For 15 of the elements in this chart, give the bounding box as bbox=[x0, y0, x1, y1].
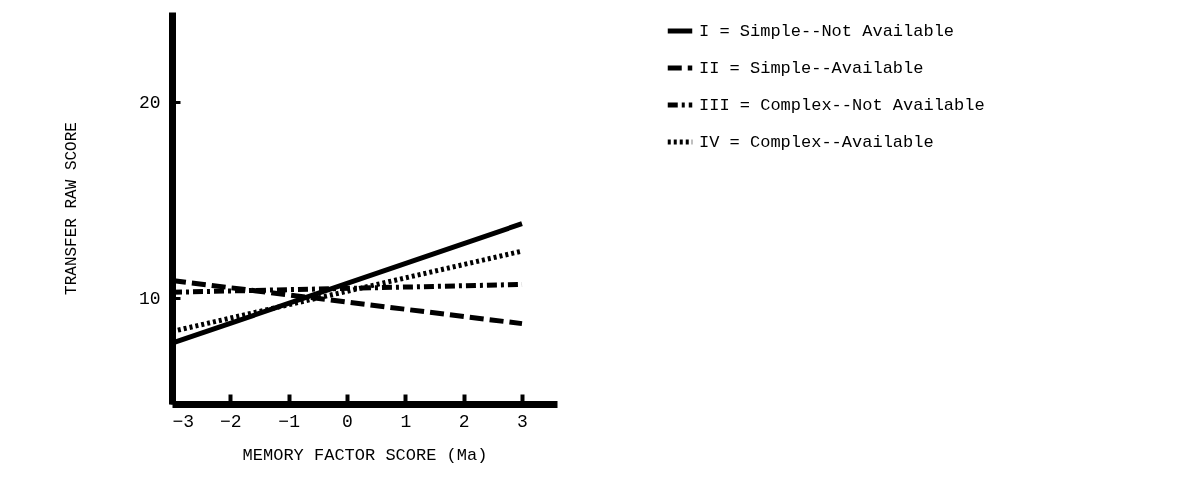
x-tick-label: 0 bbox=[342, 411, 353, 432]
y-axis-title: TRANSFER RAW SCORE bbox=[62, 122, 81, 295]
x-tick-label: 1 bbox=[400, 411, 412, 432]
x-tick-label: −2 bbox=[220, 411, 242, 432]
x-tick-label: −1 bbox=[278, 411, 300, 432]
y-tick-label: 20 bbox=[138, 92, 161, 113]
x-axis-title: MEMORY FACTOR SCORE (Ma) bbox=[242, 445, 488, 465]
legend-label: II = Simple--Available bbox=[699, 59, 924, 78]
x-tick-label: −3 bbox=[172, 411, 195, 432]
x-tick-label: 3 bbox=[517, 411, 528, 432]
x-tick-label: 2 bbox=[458, 411, 470, 432]
y-tick-label: 10 bbox=[138, 288, 161, 309]
legend-label: I = Simple--Not Available bbox=[699, 22, 955, 41]
legend-label: III = Complex--Not Available bbox=[699, 96, 985, 115]
legend-label: IV = Complex--Available bbox=[699, 133, 934, 152]
